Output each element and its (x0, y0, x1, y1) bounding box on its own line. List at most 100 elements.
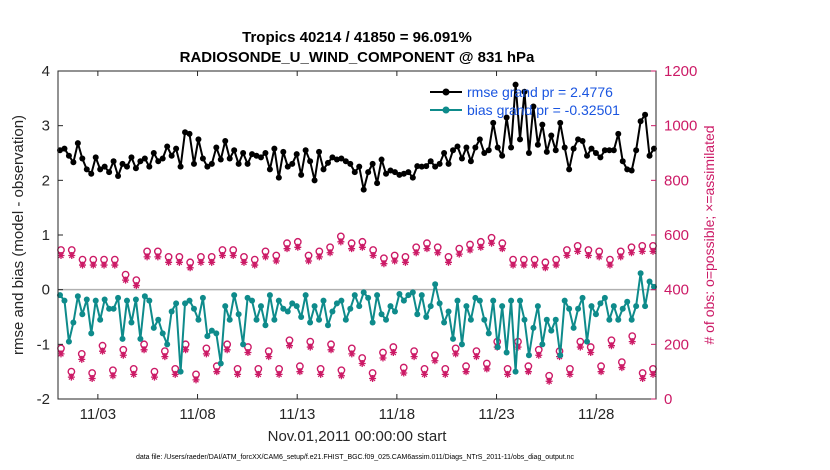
bias-point (597, 300, 604, 307)
assimilated-count-marker (627, 249, 635, 257)
rmse-point (543, 148, 550, 155)
rmse-point (146, 163, 153, 170)
rmse-point (199, 155, 206, 162)
bias-point (217, 360, 224, 367)
x-tick-label: 11/28 (578, 406, 614, 423)
rmse-point (454, 143, 461, 150)
assimilated-count-marker (265, 353, 273, 361)
bias-point (534, 303, 541, 310)
rmse-point (633, 147, 640, 154)
bias-point (249, 297, 256, 304)
rmse-point (329, 154, 336, 161)
rmse-point (347, 160, 354, 167)
assimilated-count-marker (272, 257, 280, 265)
assimilated-count-marker (119, 351, 127, 359)
bias-point (110, 305, 117, 312)
rmse-point (92, 154, 99, 161)
y-tick-label: 1 (42, 227, 50, 244)
bias-point (123, 297, 130, 304)
bias-point (454, 297, 461, 304)
bias-point (244, 294, 251, 301)
rmse-point (204, 163, 211, 170)
assimilated-count-marker (294, 243, 302, 251)
rmse-point (213, 144, 220, 151)
assimilated-count-marker (452, 350, 460, 358)
bias-point (213, 330, 220, 337)
assimilated-count-marker (89, 261, 97, 269)
assimilated-count-marker (628, 338, 636, 346)
assimilated-count-marker (88, 375, 96, 382)
rmse-point (557, 119, 564, 126)
bias-point (458, 341, 465, 348)
bias-point (476, 297, 483, 304)
bias-point (467, 316, 474, 323)
assimilated-count-marker (477, 243, 485, 251)
assimilated-count-marker (192, 376, 200, 384)
rmse-point (548, 132, 555, 139)
bias-point (405, 292, 412, 299)
rmse-point (128, 154, 135, 161)
bias-point (311, 303, 318, 310)
rmse-point (106, 169, 113, 176)
rmse-point (195, 136, 202, 143)
bias-point (97, 316, 104, 323)
assimilated-count-marker (305, 257, 313, 265)
y-tick-label: -2 (37, 391, 50, 408)
bias-point (177, 368, 184, 375)
rmse-point (494, 144, 501, 151)
rmse-point (186, 130, 193, 137)
bias-point (150, 324, 157, 331)
right-axis-ticks: 0 200 400 600 800 1000 1200 (651, 63, 697, 408)
bias-point (293, 303, 300, 310)
assimilated-count-marker (423, 245, 431, 253)
bias-point (320, 297, 327, 304)
assimilated-count-marker (348, 350, 356, 358)
rmse-point (579, 137, 586, 144)
y-tick-label: 2 (42, 172, 50, 189)
bias-point (137, 335, 144, 342)
bias-point (543, 316, 550, 323)
assimilated-count-marker (431, 357, 439, 365)
bias-point (159, 330, 166, 337)
bias-point (374, 292, 381, 299)
y-tick-label: -1 (37, 336, 50, 353)
rmse-point (405, 169, 412, 176)
assimilated-count-marker (535, 351, 543, 359)
rmse-point (467, 158, 474, 165)
rmse-point (628, 167, 635, 174)
bias-point (539, 341, 546, 348)
assimilated-count-marker (100, 261, 108, 269)
bias-point (231, 292, 238, 299)
assimilated-count-marker (410, 353, 418, 361)
assimilated-count-marker (202, 350, 210, 358)
right-tick-label: 1200 (664, 63, 697, 80)
x-tick-label: 11/13 (279, 406, 315, 423)
bias-point (441, 319, 448, 326)
bias-point (262, 322, 269, 329)
rmse-point (110, 158, 117, 165)
rmse-point (584, 152, 591, 159)
bias-point (450, 335, 457, 342)
assimilated-count-marker (358, 243, 366, 251)
assimilated-count-marker (472, 353, 480, 361)
y-axis-label: rmse and bias (model - observation) (10, 115, 27, 355)
assimilated-count-marker (531, 261, 539, 269)
assimilated-count-marker (262, 253, 270, 261)
legend-rmse-label: rmse grand pr = 2.4776 (467, 84, 613, 100)
rmse-point (101, 163, 108, 170)
bias-point (240, 341, 247, 348)
assimilated-count-marker (584, 252, 592, 259)
rmse-point (642, 111, 649, 118)
rmse-point (409, 174, 416, 181)
rmse-point (115, 172, 122, 179)
rmse-point (119, 160, 126, 167)
bias-point (400, 297, 407, 304)
assimilated-count-marker (165, 258, 173, 266)
bias-point (132, 296, 139, 303)
bias-point (168, 308, 175, 315)
assimilated-count-marker (285, 342, 293, 350)
rmse-point (503, 114, 510, 121)
bias-point (383, 316, 390, 323)
rmse-point (374, 180, 381, 187)
